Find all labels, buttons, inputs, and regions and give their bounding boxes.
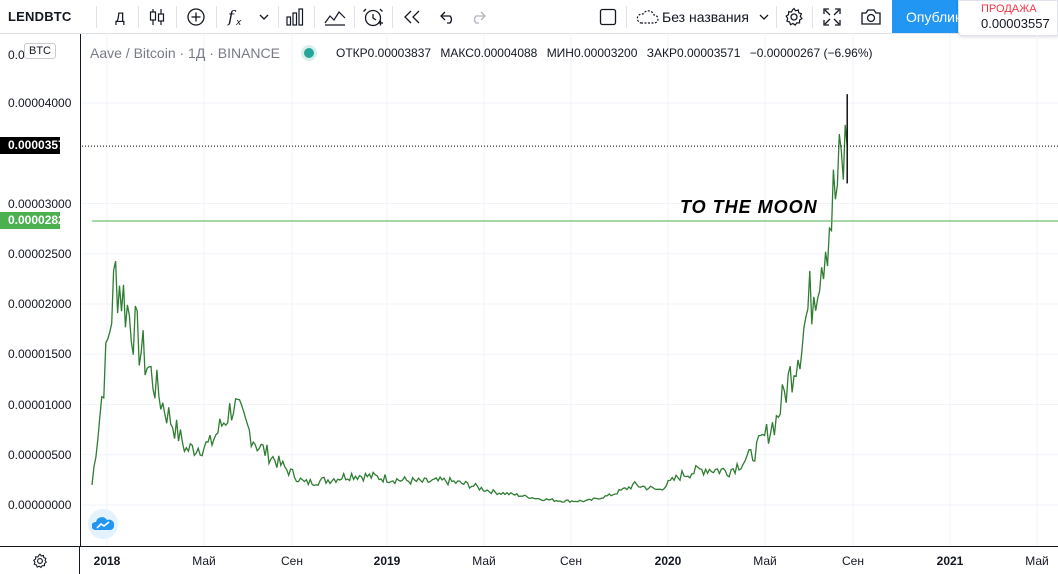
legend-ohlc: ОТКР0.00003837 МАКС0.00004088 МИН0.00003… — [336, 46, 873, 60]
horizontal-lines — [82, 145, 1058, 222]
interval-selector[interactable]: Д — [115, 8, 125, 25]
time-axis-label: Май — [472, 554, 496, 568]
candles-icon[interactable] — [146, 0, 168, 33]
open-label: ОТКР — [335, 46, 368, 60]
time-axis-label: Сен — [560, 554, 582, 568]
sell-button[interactable]: ПРОДАЖА 0.00003557 — [958, 0, 1058, 36]
replay-icon[interactable] — [400, 0, 424, 33]
low-label: МИН — [546, 46, 574, 60]
toolbar-divider — [176, 6, 177, 28]
level-price-tag: 0.00002826 — [0, 212, 71, 229]
svg-text:x: x — [235, 18, 242, 27]
toolbar-divider — [626, 6, 627, 28]
price-axis-label: 0.00001000 — [8, 397, 72, 412]
layout-name[interactable]: Без названия — [662, 8, 749, 25]
price-axis-label: 0.00000500 — [8, 447, 72, 462]
time-axis-label: 2020 — [654, 554, 682, 568]
price-axis-label: 0.00002500 — [8, 246, 72, 261]
axis-settings[interactable] — [0, 547, 80, 574]
fullscreen-icon[interactable] — [820, 0, 844, 33]
change-value: −0.00000267 (−6.96%) — [749, 46, 873, 60]
low-value: 0.00003200 — [573, 46, 638, 60]
sell-label: ПРОДАЖА — [981, 3, 1037, 15]
symbol-search[interactable]: LENDBTC — [8, 9, 72, 24]
sell-price: 0.00003557 — [981, 16, 1050, 31]
settings-gear-icon[interactable] — [782, 0, 806, 33]
time-axis[interactable]: 2018 Май Сен 2019 Май Сен 2020 Май Сен 2021 Май — [0, 546, 1058, 574]
price-axis-label: 0.00000000 — [8, 498, 72, 512]
chart-pane[interactable]: 0.00004000 0.00003000 0.00002500 0.00002000… — [0, 34, 1058, 546]
price-series — [91, 94, 848, 504]
price-chart[interactable] — [0, 34, 1058, 546]
open-value: 0.00003837 — [367, 46, 432, 60]
templates-icon[interactable] — [322, 0, 348, 33]
close-label: ЗАКР — [646, 46, 677, 60]
toolbar-divider — [776, 6, 777, 28]
square-icon[interactable] — [596, 0, 620, 33]
price-line — [91, 124, 848, 504]
camera-icon[interactable] — [858, 0, 884, 33]
toolbar-divider — [812, 6, 813, 28]
close-value: 0.00003571 — [676, 46, 741, 60]
time-axis-label: 2021 — [936, 554, 964, 568]
time-axis-label: Май — [753, 554, 777, 568]
undo-icon[interactable] — [436, 0, 460, 33]
price-axis-label: 0.00001500 — [8, 347, 72, 362]
chart-legend: Aave / Bitcoin · 1Д · BINANCE ОТКР0.0000… — [90, 45, 873, 61]
redo-icon[interactable] — [466, 0, 490, 33]
chevron-down-icon[interactable] — [256, 0, 272, 33]
toolbar-divider — [314, 6, 315, 28]
last-price-tag: 0.00003571 — [0, 137, 71, 154]
high-label: МАКС — [440, 46, 474, 60]
toolbar-divider — [354, 6, 355, 28]
cloud-icon[interactable] — [634, 0, 660, 33]
time-axis-label: Сен — [842, 554, 864, 568]
chart-annotation-text[interactable]: TO THE MOON — [680, 197, 818, 217]
tradingview-logo-icon[interactable] — [88, 509, 118, 539]
currency-badge[interactable]: BTC — [24, 43, 56, 59]
time-axis-label: Май — [1025, 554, 1049, 568]
chevron-down-icon[interactable] — [756, 0, 772, 33]
time-axis-label: 2018 — [93, 554, 121, 568]
time-axis-label: 2019 — [373, 554, 401, 568]
price-axis-label-partial: 0.0 — [8, 48, 25, 62]
svg-text:f: f — [227, 7, 237, 26]
toolbar-divider — [138, 6, 139, 28]
toolbar-divider — [96, 6, 97, 28]
price-axis-label: 0.00003000 — [8, 196, 72, 211]
price-axis-label: 0.00002000 — [8, 297, 72, 311]
legend-title[interactable]: Aave / Bitcoin · 1Д · BINANCE — [90, 45, 280, 61]
alert-clock-icon[interactable] — [360, 0, 386, 33]
toolbar-divider — [216, 6, 217, 28]
high-value: 0.00004088 — [473, 46, 538, 60]
compare-plus-icon[interactable] — [184, 0, 208, 33]
market-status-dot-icon — [303, 48, 314, 58]
gear-icon — [32, 552, 47, 568]
toolbar-divider — [278, 6, 279, 28]
time-axis-label: Сен — [281, 554, 303, 568]
time-axis-label: Май — [192, 554, 216, 568]
financials-icon[interactable] — [284, 0, 306, 33]
price-axis-label: 0.00004000 — [8, 96, 72, 110]
toolbar-divider — [392, 6, 393, 28]
chart-grid — [82, 34, 1058, 546]
